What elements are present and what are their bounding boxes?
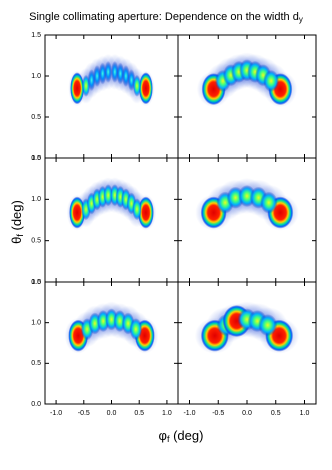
label-text: = 0.2 mm [88,228,146,243]
x-label-unit: (deg) [169,428,203,443]
intensity-spot [69,196,86,229]
panel-frame [44,157,179,283]
y-tick-label: 0.0 [31,155,41,162]
intensity-spot [133,74,141,97]
intensity-spot [103,184,113,207]
intensity-spot [129,318,143,341]
x-tick-label: 0.5 [134,410,144,417]
label-symbol: d [77,350,84,365]
label-symbol: d [77,228,84,243]
label-subscript: y [219,357,224,367]
y-label-symbol: θ [9,237,24,244]
intensity-spot [70,72,85,105]
heatmap [68,53,155,107]
x-tick-label: 1.0 [162,410,172,417]
title-text: Single collimating aperture: Dependence … [29,11,299,23]
x-tick-label: 0.0 [107,410,117,417]
x-label-symbol: φ [159,428,167,443]
intensity-spot [258,314,278,337]
x-tick-label: -0.5 [78,410,90,417]
x-axis-label: φf (deg) [159,428,204,444]
panel-label: dy = 0.1 mm [77,104,147,121]
x-tick-label: 1.0 [300,410,310,417]
label-text: = 0.1 mm [88,104,146,119]
panel-label: dy = 0.4 mm [77,350,147,367]
y-tick-label: 1.5 [31,155,41,162]
panel-label: dy = 0.6 mm [212,104,282,121]
panel-frame [44,281,179,405]
y-label-subscript: f [15,234,25,237]
label-subscript: y [84,111,89,121]
x-tick-label: -1.0 [183,410,195,417]
x-tick-label: 0.5 [271,410,281,417]
panel-label: dy = 0.8 mm [212,228,282,245]
intensity-spot [263,69,280,92]
y-tick-label: 1.0 [31,73,41,80]
label-symbol: d [212,350,219,365]
panel-label: dy = 1.0 mm [212,350,282,367]
heatmap [195,178,299,231]
x-label-subscript: f [167,434,170,444]
label-text: = 0.8 mm [224,228,282,243]
y-tick-label: 0.5 [31,114,41,121]
heatmap [194,301,300,354]
intensity-spot [132,198,142,221]
intensity-spot [138,72,153,105]
intensity-spot [260,191,278,214]
panel-frame [44,34,179,159]
y-tick-label: 0.0 [31,401,41,408]
intensity-spot [137,196,154,229]
intensity-spot [104,60,113,83]
title-subscript: y [299,15,303,24]
y-tick-label: 1.0 [31,320,41,327]
label-text: = 0.6 mm [224,104,282,119]
y-axis-label: θf (deg) [9,200,25,244]
label-subscript: y [219,111,224,121]
label-symbol: d [212,104,219,119]
heatmap [196,52,298,108]
chart-title: Single collimating aperture: Dependence … [29,11,303,24]
y-tick-label: 1.0 [31,196,41,203]
x-tick-label: 0.0 [242,410,252,417]
y-tick-label: 1.5 [31,279,41,286]
label-text: = 1.0 mm [224,350,282,365]
y-tick-label: 1.5 [31,32,41,39]
label-text: = 0.4 mm [88,350,146,365]
x-tick-label: -1.0 [50,410,62,417]
x-tick-label: -0.5 [212,410,224,417]
panel-label: dy = 0.2 mm [77,228,147,245]
y-tick-label: 0.0 [31,279,41,286]
label-subscript: y [219,234,224,244]
label-subscript: y [84,357,89,367]
y-tick-label: 0.5 [31,238,41,245]
y-tick-label: 0.5 [31,360,41,367]
heatmap [64,301,159,354]
y-label-unit: (deg) [9,200,24,234]
label-subscript: y [84,234,89,244]
label-symbol: d [212,228,219,243]
label-symbol: d [77,104,84,119]
heatmap [66,177,157,231]
